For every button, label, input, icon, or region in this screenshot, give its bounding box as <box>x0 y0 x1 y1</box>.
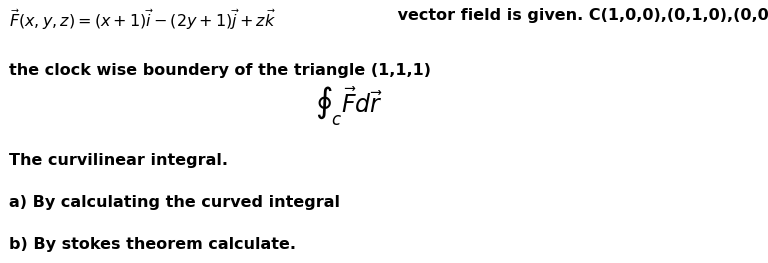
Text: the clock wise boundery of the triangle (1,1,1): the clock wise boundery of the triangle … <box>9 63 431 78</box>
Text: $\oint_c \vec{F}d\vec{r}$: $\oint_c \vec{F}d\vec{r}$ <box>315 84 382 128</box>
Text: b) By stokes theorem calculate.: b) By stokes theorem calculate. <box>9 237 296 252</box>
Text: $\vec{F}(x, y, z) = (x + 1)\vec{i} - (2y + 1)\vec{j} + z\vec{k}$: $\vec{F}(x, y, z) = (x + 1)\vec{i} - (2y… <box>9 8 276 32</box>
Text: a) By calculating the curved integral: a) By calculating the curved integral <box>9 195 340 210</box>
Text: vector field is given. C(1,0,0),(0,1,0),(0,0,1) being: vector field is given. C(1,0,0),(0,1,0),… <box>392 8 768 23</box>
Text: The curvilinear integral.: The curvilinear integral. <box>9 153 228 168</box>
